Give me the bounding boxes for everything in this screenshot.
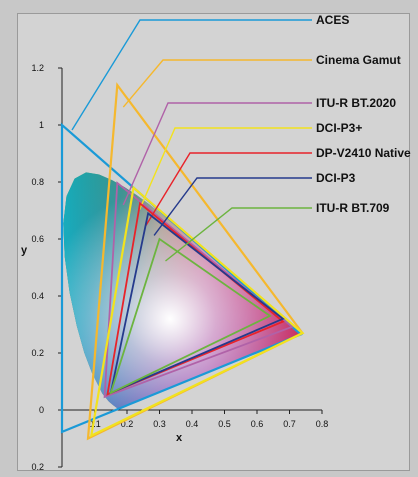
spectral-locus-white-shade <box>63 172 301 409</box>
x-tick-label: 0.2 <box>121 419 134 429</box>
gamut-triangle-6 <box>109 211 285 395</box>
legend-label-4: DCI-P3+ <box>316 121 362 135</box>
x-tick-label: 0.4 <box>186 419 199 429</box>
y-tick-label: 0.2 <box>31 462 44 472</box>
legend-leader-3 <box>122 102 312 206</box>
y-tick-label: 0.2 <box>31 348 44 358</box>
legend-leader-5 <box>145 152 312 226</box>
legend-label-2: Cinema Gamut <box>316 53 401 67</box>
y-tick-label: 1.2 <box>31 63 44 73</box>
legend-label-1: ACES <box>316 13 349 27</box>
y-tick-label: 0 <box>39 405 44 415</box>
legend-leader-6 <box>153 177 312 236</box>
x-tick-label: 0.5 <box>218 419 231 429</box>
legend-leader-4 <box>138 127 312 210</box>
gamut-triangle-4 <box>89 185 305 438</box>
y-axis-label: y <box>21 244 28 256</box>
y-tick-label: 0.8 <box>31 177 44 187</box>
y-tick-label: 1 <box>39 120 44 130</box>
x-tick-label: 0.1 <box>88 419 101 429</box>
legend-leader-1 <box>71 19 312 131</box>
legend-label-5: DP-V2410 Native <box>316 146 411 160</box>
legend-leader-2 <box>122 59 312 108</box>
legend-label-6: DCI-P3 <box>316 171 356 185</box>
x-tick-label: 0.3 <box>153 419 166 429</box>
legend-leader-7 <box>165 207 312 262</box>
x-tick-label: 0.7 <box>283 419 296 429</box>
x-tick-label: 0.8 <box>316 419 329 429</box>
y-tick-label: 0.4 <box>31 291 44 301</box>
y-tick-label: 0.6 <box>31 234 44 244</box>
legend-label-3: ITU-R BT.2020 <box>316 96 396 110</box>
x-tick-label: 0.6 <box>251 419 264 429</box>
legend-label-7: ITU-R BT.709 <box>316 201 390 215</box>
gamut-triangle-7 <box>109 237 272 395</box>
gamut-triangle-3 <box>103 181 294 399</box>
x-axis-label: x <box>176 432 183 444</box>
